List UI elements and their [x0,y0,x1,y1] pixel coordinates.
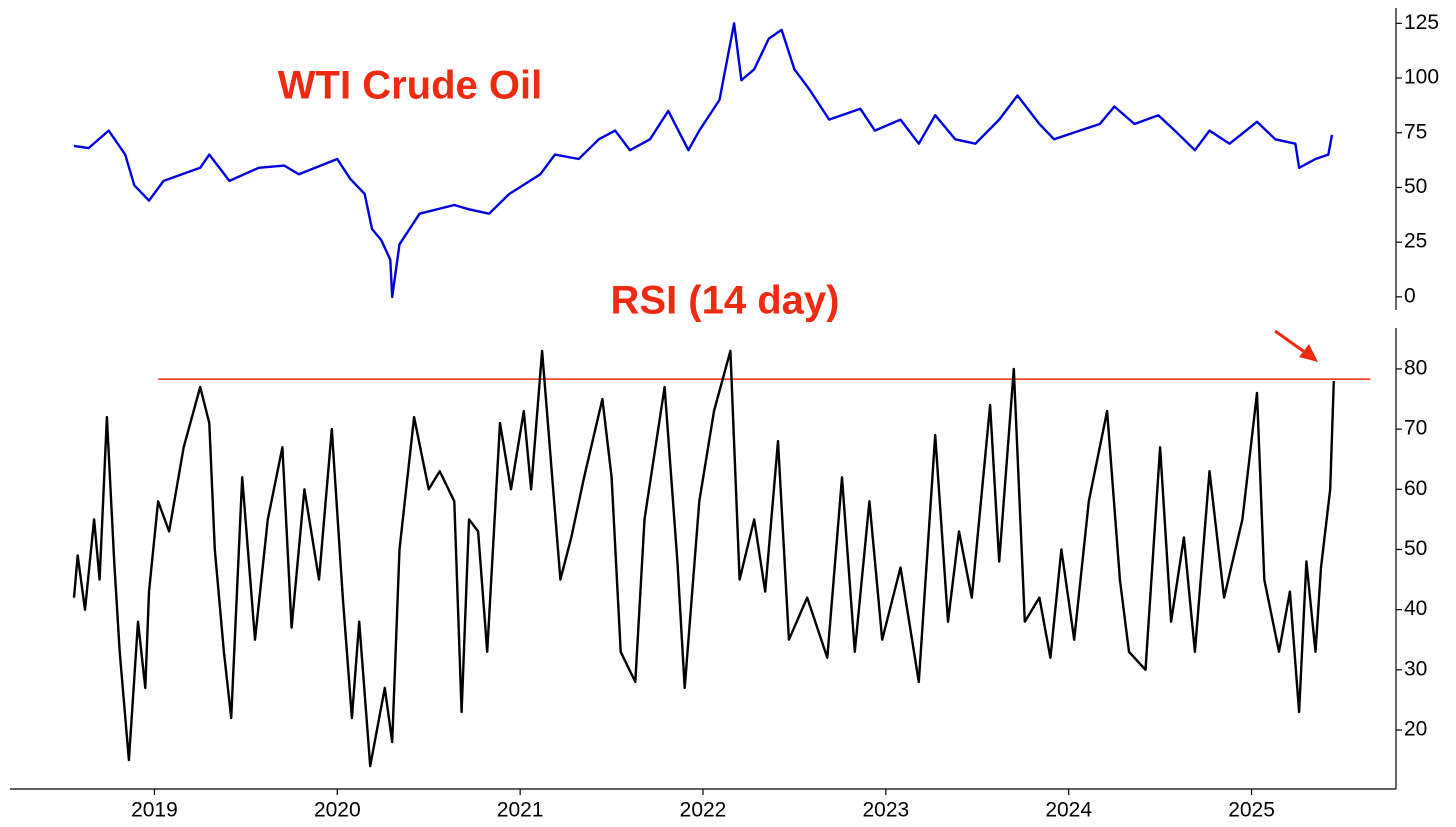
y-tick-label: 30 [1404,657,1427,680]
y-tick-label: 50 [1404,175,1427,198]
y-tick-label: 125 [1404,11,1439,34]
y-tick-label: 0 [1404,284,1416,307]
y-tick-label: 70 [1404,417,1427,440]
x-tick-label: 2022 [680,799,727,822]
x-tick-label: 2023 [862,799,909,822]
x-tick-label: 2019 [131,799,178,822]
line [73,22,1334,299]
y-tick-label: 20 [1404,718,1427,741]
y-tick-label: 100 [1404,66,1439,89]
chart-title: WTI Crude Oil [278,64,542,108]
y-tick-label: 25 [1404,230,1427,253]
arrow [1274,329,1318,362]
y-tick-label: 80 [1404,356,1427,379]
line [72,349,1335,768]
y-tick-label: 60 [1404,477,1427,500]
x-tick-label: 2025 [1228,799,1275,822]
x-tick-label: 2021 [497,799,544,822]
chart-title: RSI (14 day) [611,279,840,323]
x-tick-label: 2020 [314,799,361,822]
y-tick-label: 40 [1404,597,1427,620]
x-tick-label: 2024 [1045,799,1092,822]
y-tick-label: 75 [1404,120,1427,143]
y-tick-label: 50 [1404,537,1427,560]
